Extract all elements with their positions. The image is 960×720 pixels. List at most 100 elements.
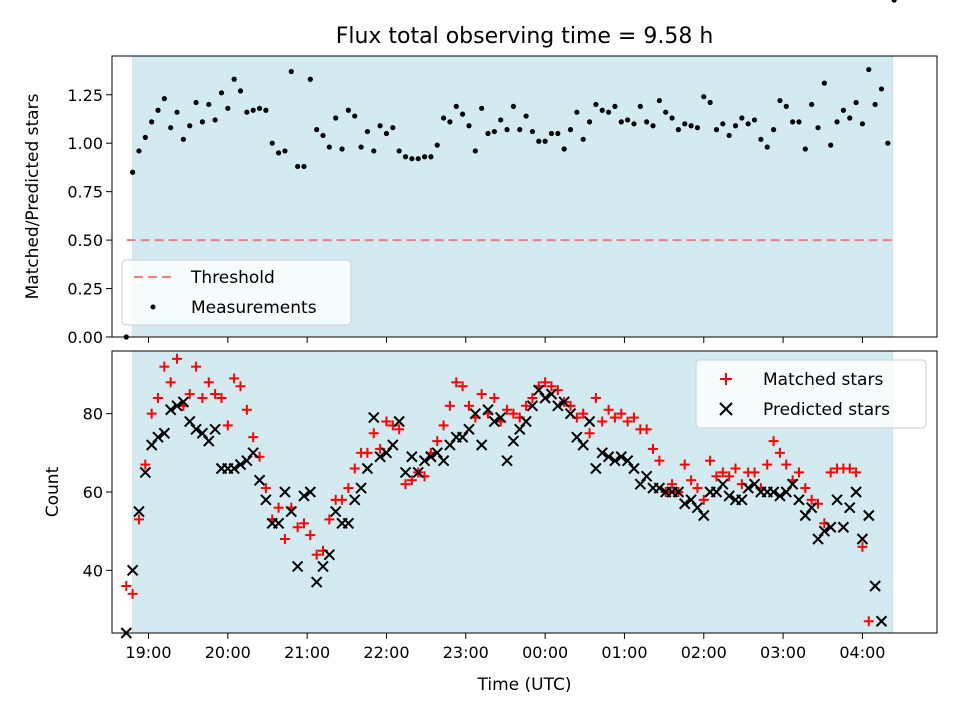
legend-matched-swatch: [720, 373, 732, 385]
top-y-tick-label: 0.00: [67, 328, 103, 347]
matched-star-point: [463, 400, 474, 411]
predicted-star-point: [190, 423, 202, 436]
predicted-star-point: [602, 451, 615, 463]
matched-star-point: [609, 412, 620, 423]
measurement-point: [713, 127, 720, 133]
measurement-point: [206, 101, 212, 108]
measurement-point: [390, 125, 396, 131]
measurement-point: [142, 134, 148, 140]
matched-star-point: [165, 377, 176, 388]
measurement-point: [263, 107, 269, 113]
matched-star-point: [184, 389, 195, 400]
matched-star-point: [641, 424, 652, 435]
predicted-star-point: [634, 478, 647, 490]
predicted-star-point: [437, 454, 450, 467]
measurement-point: [599, 107, 605, 113]
matched-star-point: [248, 432, 259, 443]
measurement-point: [770, 127, 777, 133]
predicted-star-point: [748, 478, 761, 490]
predicted-star-point: [152, 431, 164, 443]
predicted-star-point: [628, 462, 640, 475]
x-tick-label: 19:00: [125, 643, 171, 662]
measurement-point: [593, 101, 599, 108]
matched-star-point: [527, 393, 538, 403]
bottom-panel: 40 60 80 19:00 20:00 21:00 22:00 23:00 00:00 01:…: [43, 350, 938, 695]
matched-star-point: [667, 479, 678, 490]
predicted-star-point: [241, 454, 253, 467]
measurement-point: [637, 103, 643, 109]
matched-star-point: [216, 393, 227, 403]
predicted-star-point: [279, 486, 291, 498]
top-y-tick-label: 0.75: [67, 183, 103, 202]
predicted-star-point: [406, 451, 418, 463]
matched-star-point: [292, 522, 303, 533]
measurement-point: [250, 107, 256, 113]
predicted-star-point: [520, 415, 532, 428]
predicted-star-point: [475, 439, 488, 451]
matched-star-point: [806, 494, 817, 505]
matched-star-point: [825, 467, 836, 478]
predicted-star-point: [463, 423, 475, 436]
measurement-point: [415, 156, 421, 162]
predicted-star-point: [767, 486, 780, 498]
matched-star-point: [717, 467, 728, 478]
bottom-y-axis-label: Count: [43, 466, 63, 517]
predicted-star-point: [387, 439, 399, 451]
predicted-star-point: [621, 454, 634, 467]
measurement-point: [371, 148, 377, 154]
predicted-star-point: [863, 509, 875, 522]
predicted-star-point: [793, 494, 805, 506]
bottom-legend-box: [695, 359, 927, 429]
measurement-point: [295, 163, 301, 170]
predicted-star-point: [253, 474, 266, 486]
bottom-legend: Matched stars Predicted stars: [695, 359, 927, 429]
predicted-star-point: [304, 486, 317, 498]
measurement-point: [536, 138, 542, 144]
measurement-point: [244, 109, 250, 115]
predicted-star-point: [456, 431, 469, 443]
predicted-star-point: [291, 560, 304, 573]
measurement-point: [701, 94, 707, 100]
predicted-star-point: [609, 454, 621, 467]
measurement-point: [466, 123, 472, 129]
measurement-point: [402, 154, 409, 160]
predicted-star-point: [488, 415, 501, 428]
measurement-point: [447, 119, 453, 125]
predicted-star-point: [653, 482, 666, 494]
predicted-star-point: [691, 501, 704, 514]
predicted-star-point: [310, 576, 323, 588]
predicted-star-point: [184, 415, 196, 428]
measurement-point: [885, 140, 891, 146]
measurement-point: [460, 111, 466, 117]
matched-star-point: [241, 404, 252, 415]
measurement-point: [802, 146, 808, 152]
x-tick-label: 02:00: [681, 643, 727, 662]
measurement-point: [314, 127, 320, 133]
legend-threshold-label: Threshold: [190, 268, 275, 288]
top-y-axis-label: Matched/Predicted stars: [23, 93, 43, 299]
measurement-point: [193, 99, 199, 106]
matched-star-point: [203, 377, 214, 388]
x-tick-label: 00:00: [522, 643, 568, 662]
matched-star-point: [648, 443, 659, 454]
measurement-point: [872, 101, 878, 108]
matched-star-point: [349, 463, 360, 474]
predicted-star-point: [272, 517, 285, 530]
measurement-point: [352, 113, 358, 119]
matched-star-point: [724, 471, 735, 482]
measurement-point: [161, 96, 167, 102]
matched-star-point: [140, 459, 151, 470]
predicted-star-point: [342, 517, 355, 530]
predicted-star-point: [844, 501, 856, 514]
predicted-star-point: [526, 400, 539, 412]
matched-star-point: [133, 514, 144, 525]
measurement-point: [136, 148, 142, 154]
matched-star-point: [298, 518, 309, 529]
measurement-point: [878, 86, 885, 92]
measurement-point: [504, 127, 510, 133]
measurement-point: [694, 125, 701, 131]
predicted-star-point: [571, 431, 583, 443]
matched-star-point: [406, 475, 417, 486]
predicted-star-point: [850, 486, 862, 498]
